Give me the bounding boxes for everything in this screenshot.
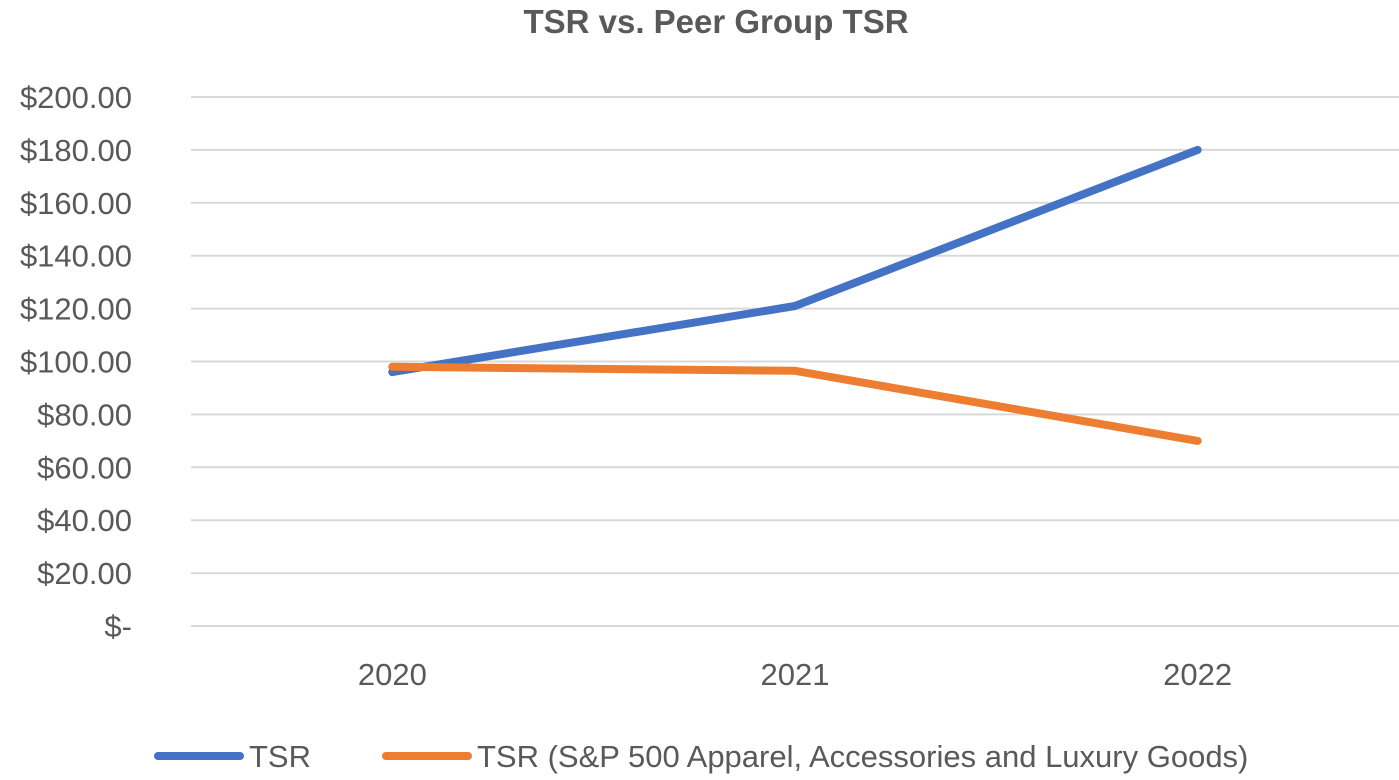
y-tick-label: $80.00	[37, 397, 132, 432]
legend: TSR TSR (S&P 500 Apparel, Accessories and…	[154, 739, 1248, 774]
series-lines	[388, 145, 1202, 445]
series-line-2	[388, 362, 1202, 445]
gridlines	[191, 96, 1399, 627]
y-tick-label: $180.00	[20, 133, 132, 168]
y-tick-label: $-	[104, 609, 132, 644]
legend-label-2: TSR (S&P 500 Apparel, Accessories and Lu…	[477, 739, 1248, 774]
legend-label-1: TSR	[249, 739, 311, 774]
y-tick-label: $40.00	[37, 503, 132, 538]
x-tick-label: 2020	[358, 657, 427, 692]
series-line-1	[388, 145, 1202, 377]
y-tick-label: $160.00	[20, 186, 132, 221]
y-tick-label: $120.00	[20, 292, 132, 327]
y-tick-label: $20.00	[37, 556, 132, 591]
x-tick-label: 2021	[761, 657, 830, 692]
y-tick-label: $140.00	[20, 239, 132, 274]
y-axis: $- $20.00 $40.00 $60.00 $80.00 $100.00 $120.00…	[20, 80, 132, 644]
x-axis: 2020 2021 2022	[358, 657, 1232, 692]
y-tick-label: $60.00	[37, 450, 132, 485]
y-tick-label: $100.00	[20, 345, 132, 380]
y-tick-label: $200.00	[20, 80, 132, 115]
chart-title: TSR vs. Peer Group TSR	[523, 3, 908, 40]
x-tick-label: 2022	[1163, 657, 1232, 692]
